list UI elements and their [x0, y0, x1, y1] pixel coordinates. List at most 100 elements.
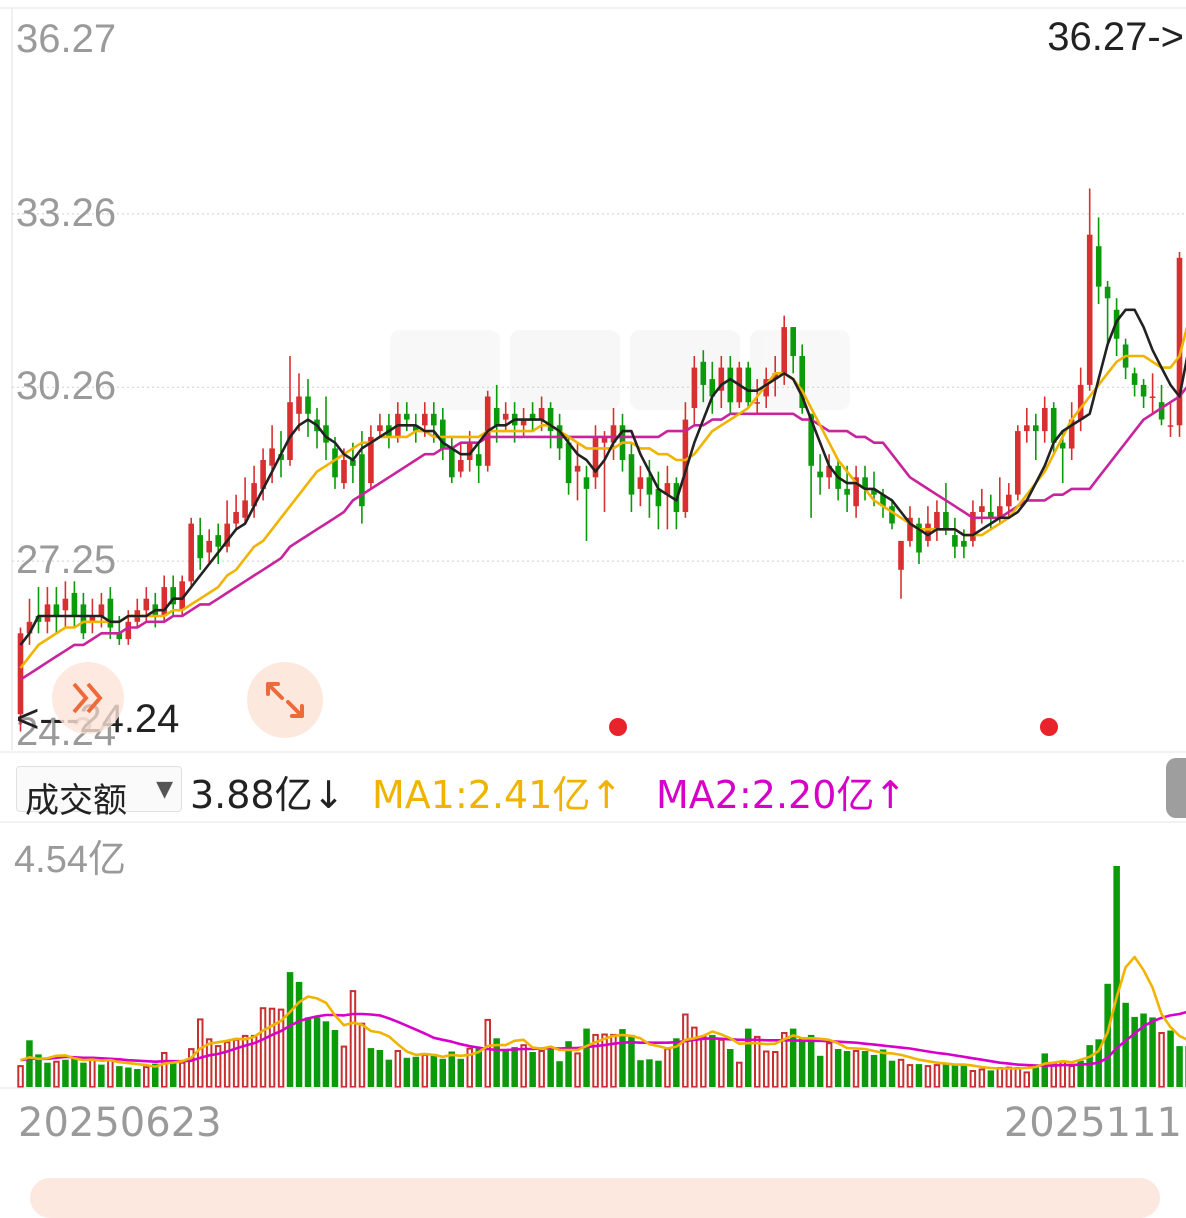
volume-bar [305, 1017, 312, 1087]
volume-bar [323, 1021, 330, 1087]
price-tick-label: 30.26 [16, 364, 116, 408]
indicator-select-label: 成交额 [25, 773, 127, 822]
fullscreen-button[interactable] [247, 662, 323, 738]
candle-body [108, 599, 114, 628]
volume-bar [737, 1063, 742, 1087]
candle-body [943, 512, 949, 529]
volume-bar [342, 1047, 347, 1087]
candle-body [242, 500, 248, 517]
candle-body [1150, 397, 1156, 399]
volume-bar [351, 991, 356, 1087]
candle-body [1141, 385, 1147, 397]
price-grid [12, 214, 1186, 561]
candle-body [72, 593, 78, 616]
candle-body [359, 454, 365, 506]
candle-body [494, 408, 500, 425]
volume-bar [799, 1038, 806, 1087]
volume-bar [225, 1042, 230, 1087]
candle-body [476, 454, 482, 466]
candle-body [144, 599, 150, 611]
candle-body [584, 477, 590, 489]
candle-body [934, 512, 940, 529]
candle-body [728, 368, 734, 403]
volume-bar [637, 1060, 644, 1087]
price-tick-label: 33.26 [16, 191, 116, 235]
volume-bar [1113, 866, 1120, 1087]
event-marker[interactable] [1040, 718, 1058, 736]
volume-bar [575, 1053, 580, 1087]
volume-bar [162, 1053, 167, 1087]
volume-bar [521, 1045, 526, 1087]
candle-body [638, 477, 644, 489]
candle-body [449, 448, 455, 477]
candle-body [341, 460, 347, 483]
candle-body [1042, 408, 1048, 431]
volume-bar [908, 1065, 913, 1087]
volume-bar [988, 1070, 995, 1087]
volume-bar [440, 1059, 447, 1087]
expand-left-button[interactable] [52, 662, 124, 734]
candle-body [1096, 246, 1102, 286]
volume-bar [26, 1040, 33, 1087]
volume-bar [332, 1030, 339, 1087]
candle-body [215, 535, 221, 547]
volume-bar [943, 1064, 950, 1087]
candle-body [126, 622, 132, 639]
volume-bar [18, 1066, 23, 1087]
volume-bar [125, 1068, 132, 1088]
volume-bar [1167, 1031, 1174, 1088]
candle-body [377, 425, 383, 431]
volume-current: 3.88亿↓ [190, 764, 344, 819]
volume-bar [98, 1065, 105, 1087]
volume-bar [1131, 1017, 1138, 1087]
volume-bar [709, 1035, 716, 1087]
volume-bar [314, 1017, 321, 1087]
volume-bar [862, 1051, 869, 1087]
side-panel-handle[interactable] [1166, 758, 1186, 818]
volume-bar [539, 1051, 544, 1087]
event-marker[interactable] [609, 718, 627, 736]
volume-bar [619, 1029, 626, 1087]
candle-body [197, 535, 203, 558]
volume-bar [368, 1048, 375, 1087]
candle-body [287, 402, 293, 460]
volume-bar [386, 1060, 393, 1087]
volume-bar [827, 1043, 832, 1087]
volume-bar [180, 1063, 185, 1087]
candle-body [54, 604, 60, 616]
volume-bar [207, 1039, 212, 1087]
candle-body [458, 460, 464, 472]
candle-body [1105, 287, 1111, 299]
start-date: 20250623 [18, 1100, 222, 1146]
volume-bar [745, 1029, 752, 1087]
candle-body [952, 535, 958, 547]
caret-down-icon: ▼ [156, 777, 173, 802]
volume-header: 成交额 ▼ 3.88亿↓ MA1:2.41亿↑ MA2:2.20亿↑ [0, 752, 1186, 822]
volume-bar [899, 1060, 904, 1087]
volume-bar [80, 1063, 87, 1087]
candle-body [99, 604, 105, 616]
volume-bar [144, 1067, 149, 1087]
candle-body [332, 448, 338, 477]
volume-bar [854, 1051, 859, 1087]
candle-body [1015, 431, 1021, 495]
bottom-action-bar[interactable] [30, 1178, 1160, 1218]
volume-bar [511, 1047, 518, 1087]
volume-bar [198, 1019, 203, 1087]
volume-bar [583, 1029, 590, 1087]
volume-bar [665, 1049, 670, 1087]
candle-body [746, 368, 752, 403]
volume-bar [360, 1024, 365, 1087]
candle-body [503, 414, 509, 420]
candle-body [1051, 408, 1057, 443]
candle-body [979, 506, 985, 512]
volume-bar [287, 972, 294, 1087]
volume-bar [1086, 1045, 1093, 1087]
volume-bar [817, 1056, 824, 1087]
indicator-select[interactable]: 成交额 ▼ [16, 766, 182, 812]
volume-bar [404, 1058, 411, 1087]
volume-bar [808, 1035, 815, 1087]
volume-bar [602, 1035, 607, 1088]
